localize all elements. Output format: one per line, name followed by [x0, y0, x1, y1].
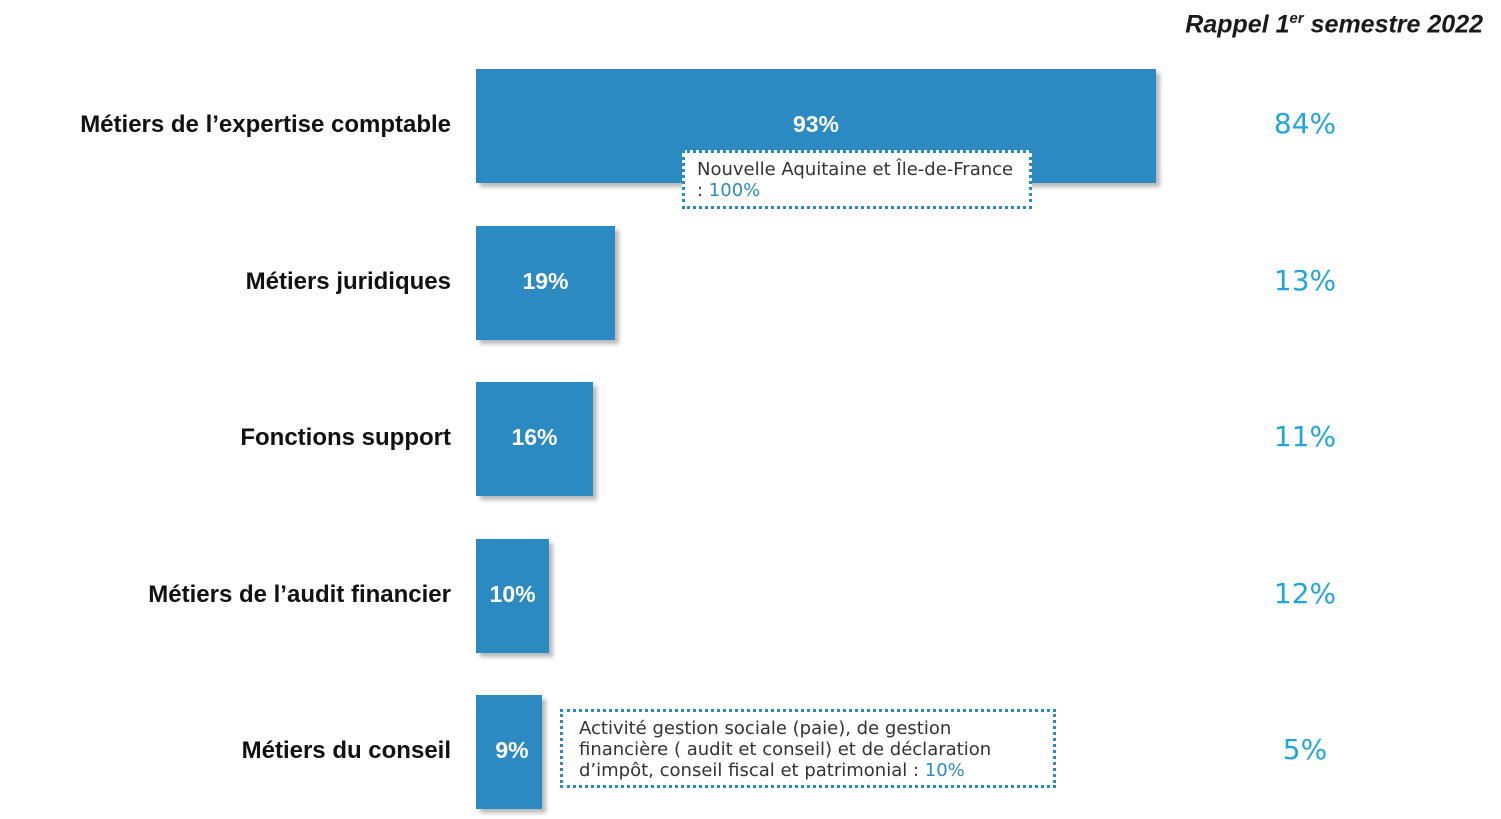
bar [476, 382, 593, 496]
recall-value: 11% [1273, 420, 1337, 453]
recall-value: 13% [1273, 263, 1337, 297]
bar [476, 695, 542, 809]
recall-header: Rappel 1er semestre 2022 [1185, 10, 1483, 39]
annotation-box: Nouvelle Aquitaine et Île-de-France : 10… [682, 150, 1032, 209]
recall-value: 5% [1282, 733, 1328, 766]
category-label: Métiers de l’audit financier [148, 580, 451, 608]
bar [476, 538, 550, 653]
bar-value-label: 93% [792, 111, 840, 137]
bar-value-label: 16% [511, 424, 558, 450]
category-label: Métiers du conseil [241, 737, 451, 764]
recall-header-prefix: Rappel 1 [1185, 10, 1290, 39]
annotation-text: Nouvelle Aquitaine et Île-de-France : [697, 159, 1014, 201]
annotation-text: Activité gestion sociale (paie), de gest… [579, 718, 992, 781]
category-label: Métiers juridiques [245, 267, 451, 295]
recall-header-suffix: semestre 2022 [1303, 10, 1483, 39]
annotation-value: 10% [924, 760, 965, 781]
annotation-value: 100% [708, 180, 761, 201]
category-label: Métiers de l’expertise comptable [80, 111, 451, 138]
bar-value-label: 19% [522, 267, 569, 294]
category-label: Fonctions support [240, 424, 451, 451]
bar-value-label: 9% [495, 737, 529, 763]
recall-value: 84% [1273, 107, 1337, 140]
recall-header-sup: er [1289, 10, 1304, 27]
bar-value-label: 10% [489, 580, 536, 607]
bar [476, 225, 615, 340]
recall-value: 12% [1273, 576, 1337, 610]
annotation-box: Activité gestion sociale (paie), de gest… [560, 709, 1056, 788]
